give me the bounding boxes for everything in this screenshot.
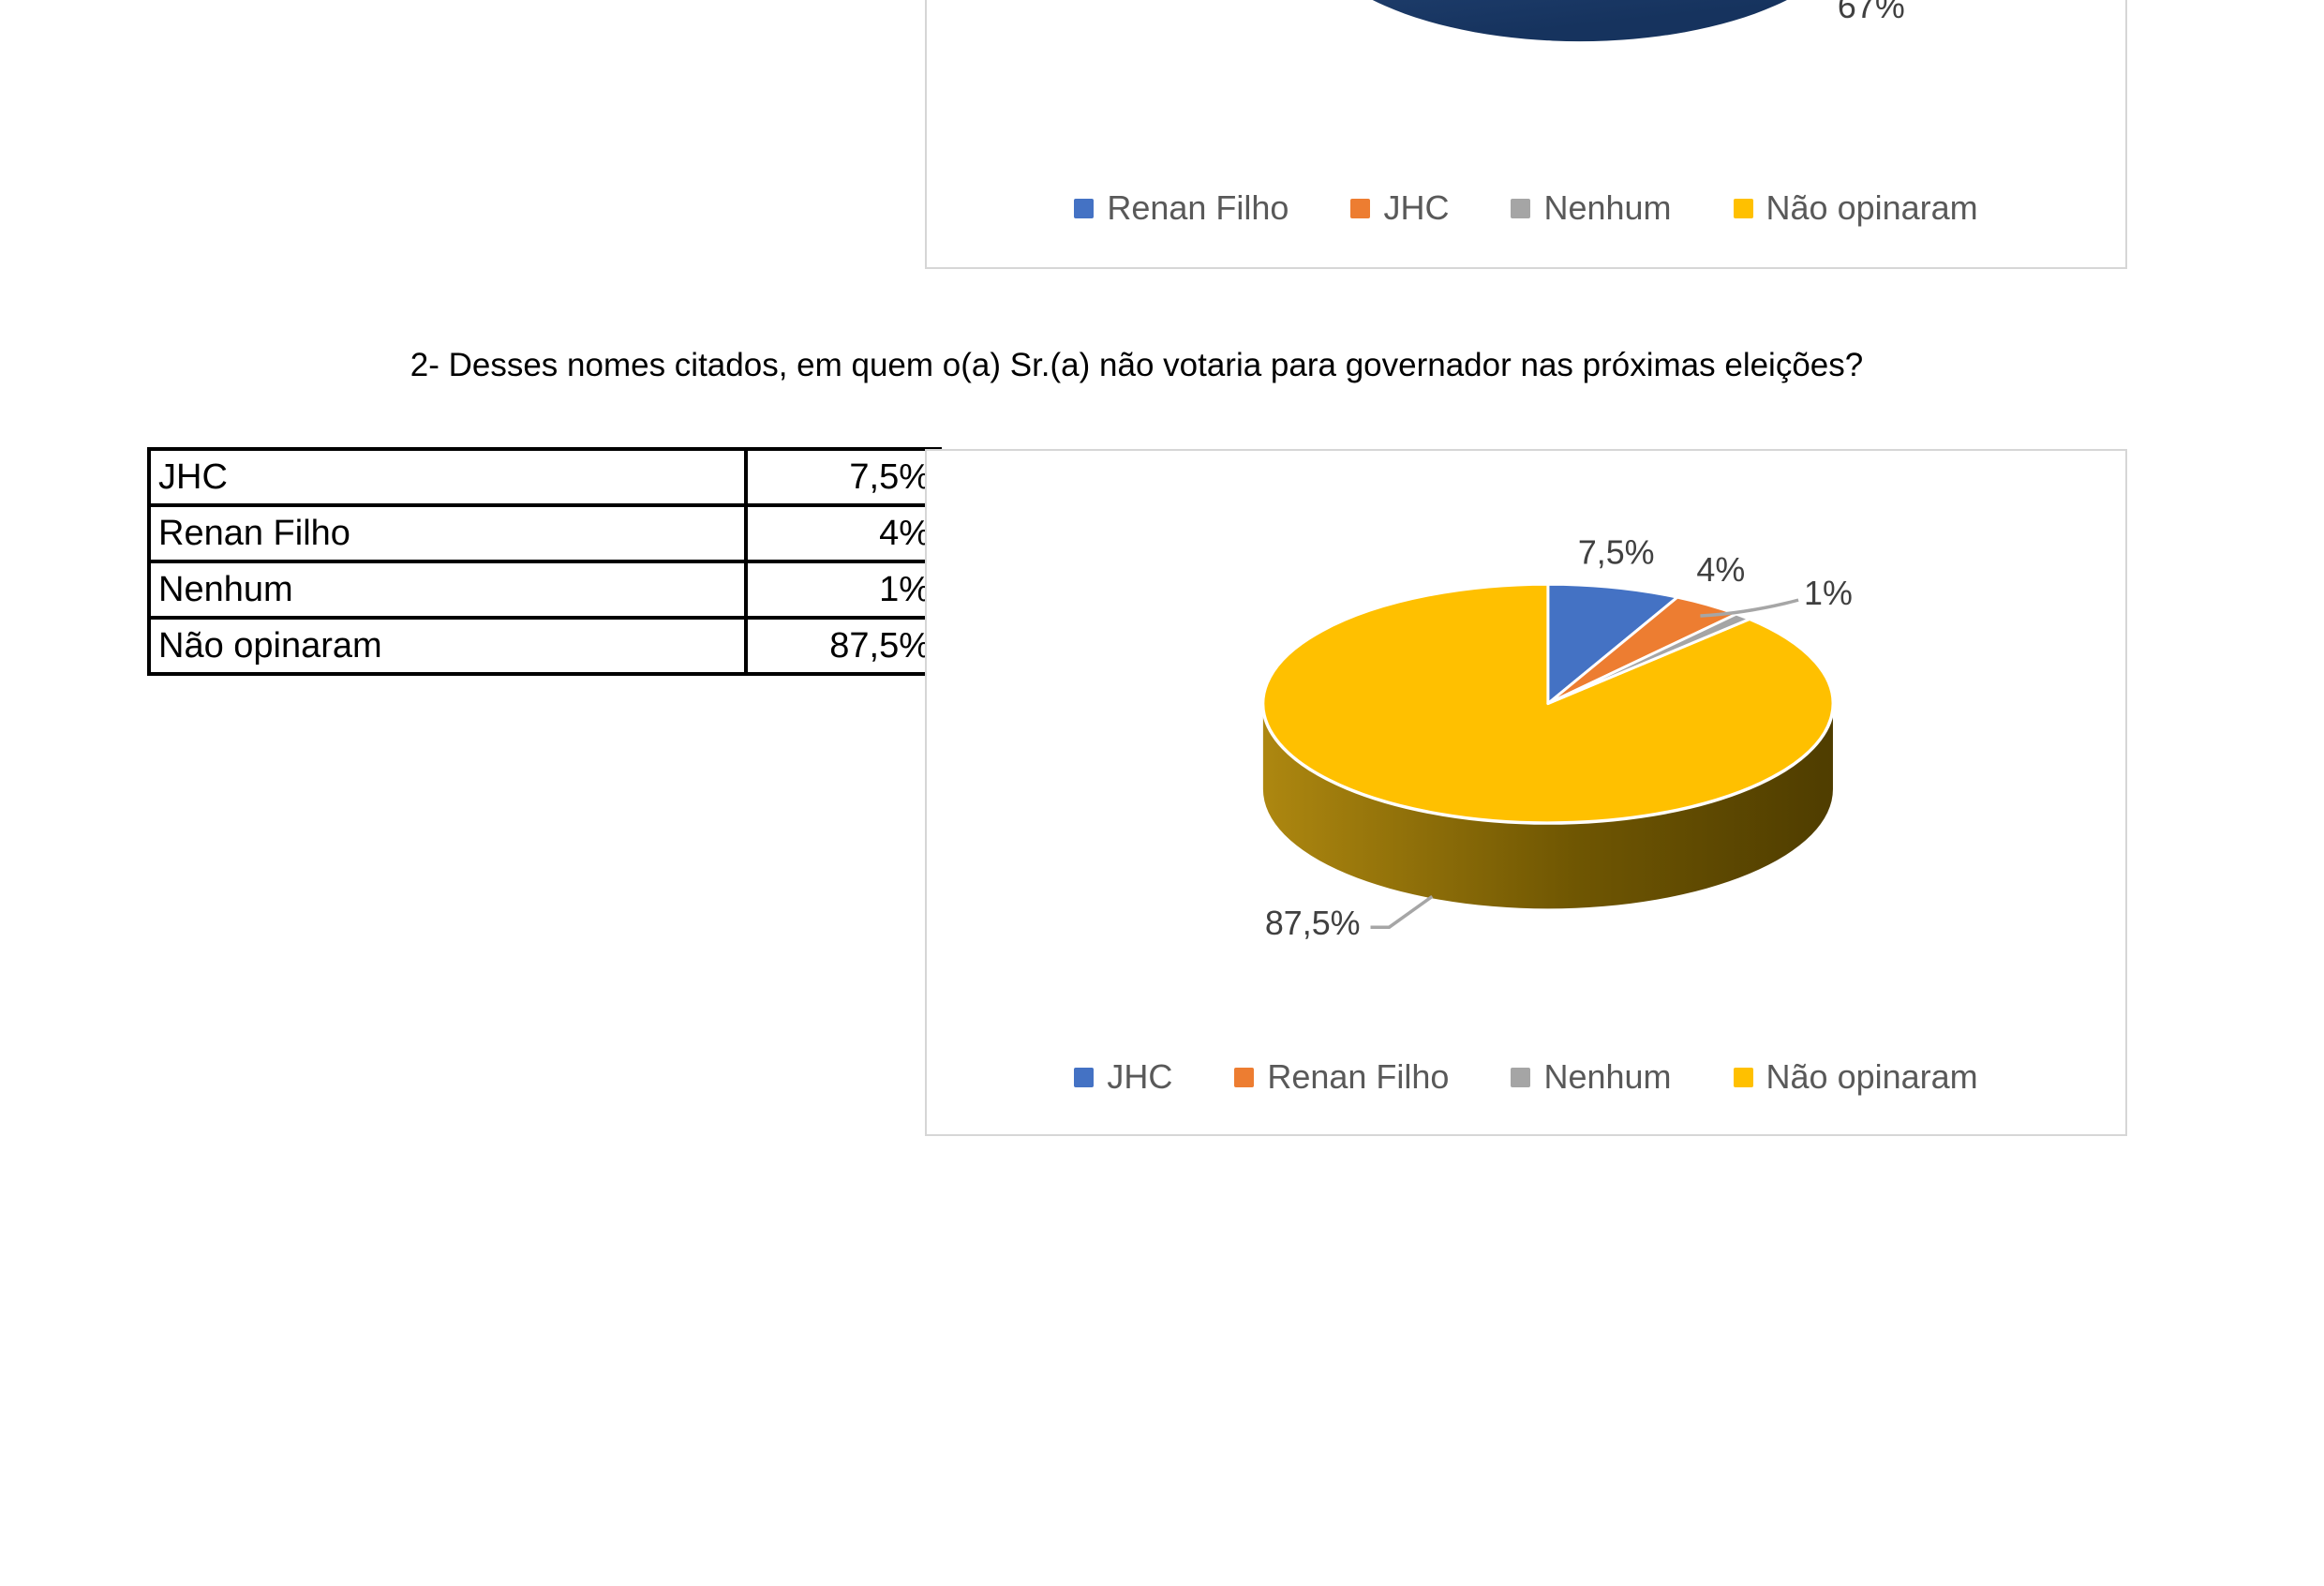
legend-label: Renan Filho [1267,1057,1450,1096]
table-cell-value: 87,5% [744,616,942,676]
legend-swatch-icon [1234,1067,1255,1087]
pie-3d-side [1262,703,1833,909]
table-cell-label: JHC [147,447,748,507]
legend-item: Não opinaram [1733,188,1978,228]
table-cell-value: 1% [744,560,942,620]
question-title: 2- Desses nomes citados, em quem o(a) Sr… [410,347,1864,383]
pie-chart-question1-canvas: 67% [1372,0,1905,42]
legend-swatch-icon [1350,198,1371,218]
table-row: Não opinaram 87,5% [147,616,942,676]
table-cell-label: Nenhum [147,560,748,620]
data-label-67: 67% [1838,0,1905,25]
legend-label: Renan Filho [1107,188,1289,227]
table-cell-label: Não opinaram [147,616,748,676]
table-cell-value: 4% [744,503,942,563]
table-row: Renan Filho 4% [147,503,942,563]
pie-chart-question2-canvas: 7,5% 4% 1% 87,5% [1260,533,1853,942]
results-table: JHC 7,5% Renan Filho 4% Nenhum 1% Não op… [147,447,942,676]
data-label-renan: 4% [1696,551,1745,589]
legend-label: Nenhum [1543,1057,1672,1096]
pie-chart-question1: 67% Renan Filho JHC Nenhum [925,0,2127,269]
legend-label: JHC [1383,188,1450,227]
legend-item: Renan Filho [1074,188,1289,228]
table-row: JHC 7,5% [147,447,942,507]
legend-label: Não opinaram [1765,188,1978,227]
leader-line-1pct [1700,598,1799,618]
leader-line-87-5pct [1370,894,1434,929]
legend-item: JHC [1350,188,1449,228]
legend-item: Renan Filho [1234,1057,1449,1097]
table-cell-label: Renan Filho [147,503,748,563]
chart1-legend: Renan Filho JHC Nenhum Não opinaram [927,184,2125,232]
legend-label: Não opinaram [1765,1057,1978,1096]
data-label-nenhum: 1% [1804,575,1853,612]
pie-slice-jhc [1546,582,1679,706]
legend-swatch-icon [1511,1067,1531,1087]
legend-swatch-icon [1511,198,1531,218]
data-label-nao-opinaram: 87,5% [1265,905,1361,942]
pie-chart-question2: 7,5% 4% 1% 87,5% JHC Renan Filho Nenh [925,449,2127,1136]
legend-swatch-icon [1074,198,1095,218]
legend-item: Nenhum [1511,188,1672,228]
table-cell-value: 7,5% [744,447,942,507]
legend-item: Não opinaram [1733,1057,1978,1097]
legend-swatch-icon [1074,1067,1095,1087]
chart2-legend: JHC Renan Filho Nenhum Não opinaram [927,1053,2125,1101]
legend-label: JHC [1107,1057,1173,1096]
pie-slice-bottom-partial [1372,0,1787,42]
table-row: Nenhum 1% [147,560,942,620]
legend-item: Nenhum [1511,1057,1672,1097]
legend-label: Nenhum [1543,188,1672,227]
data-label-jhc: 7,5% [1578,533,1655,571]
legend-item: JHC [1074,1057,1172,1097]
legend-swatch-icon [1733,1067,1753,1087]
legend-swatch-icon [1733,198,1753,218]
results-table-body: JHC 7,5% Renan Filho 4% Nenhum 1% Não op… [147,447,942,676]
